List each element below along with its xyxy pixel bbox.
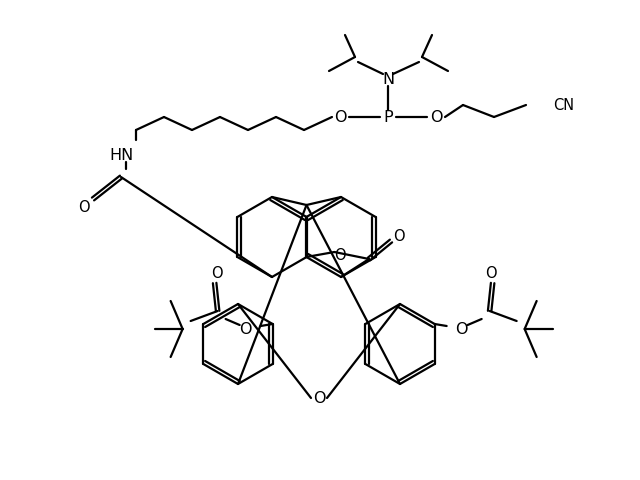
Text: O: O	[313, 391, 325, 406]
Text: O: O	[239, 322, 252, 337]
Text: O: O	[211, 266, 223, 281]
Text: O: O	[335, 248, 346, 263]
Text: O: O	[333, 110, 346, 125]
Text: CN: CN	[553, 98, 574, 113]
Text: N: N	[382, 72, 394, 87]
Text: HN: HN	[109, 147, 133, 162]
Text: O: O	[485, 266, 497, 281]
Text: P: P	[383, 110, 393, 125]
Text: O: O	[393, 229, 405, 244]
Text: O: O	[456, 322, 468, 337]
Text: O: O	[429, 110, 442, 125]
Text: O: O	[78, 200, 90, 215]
